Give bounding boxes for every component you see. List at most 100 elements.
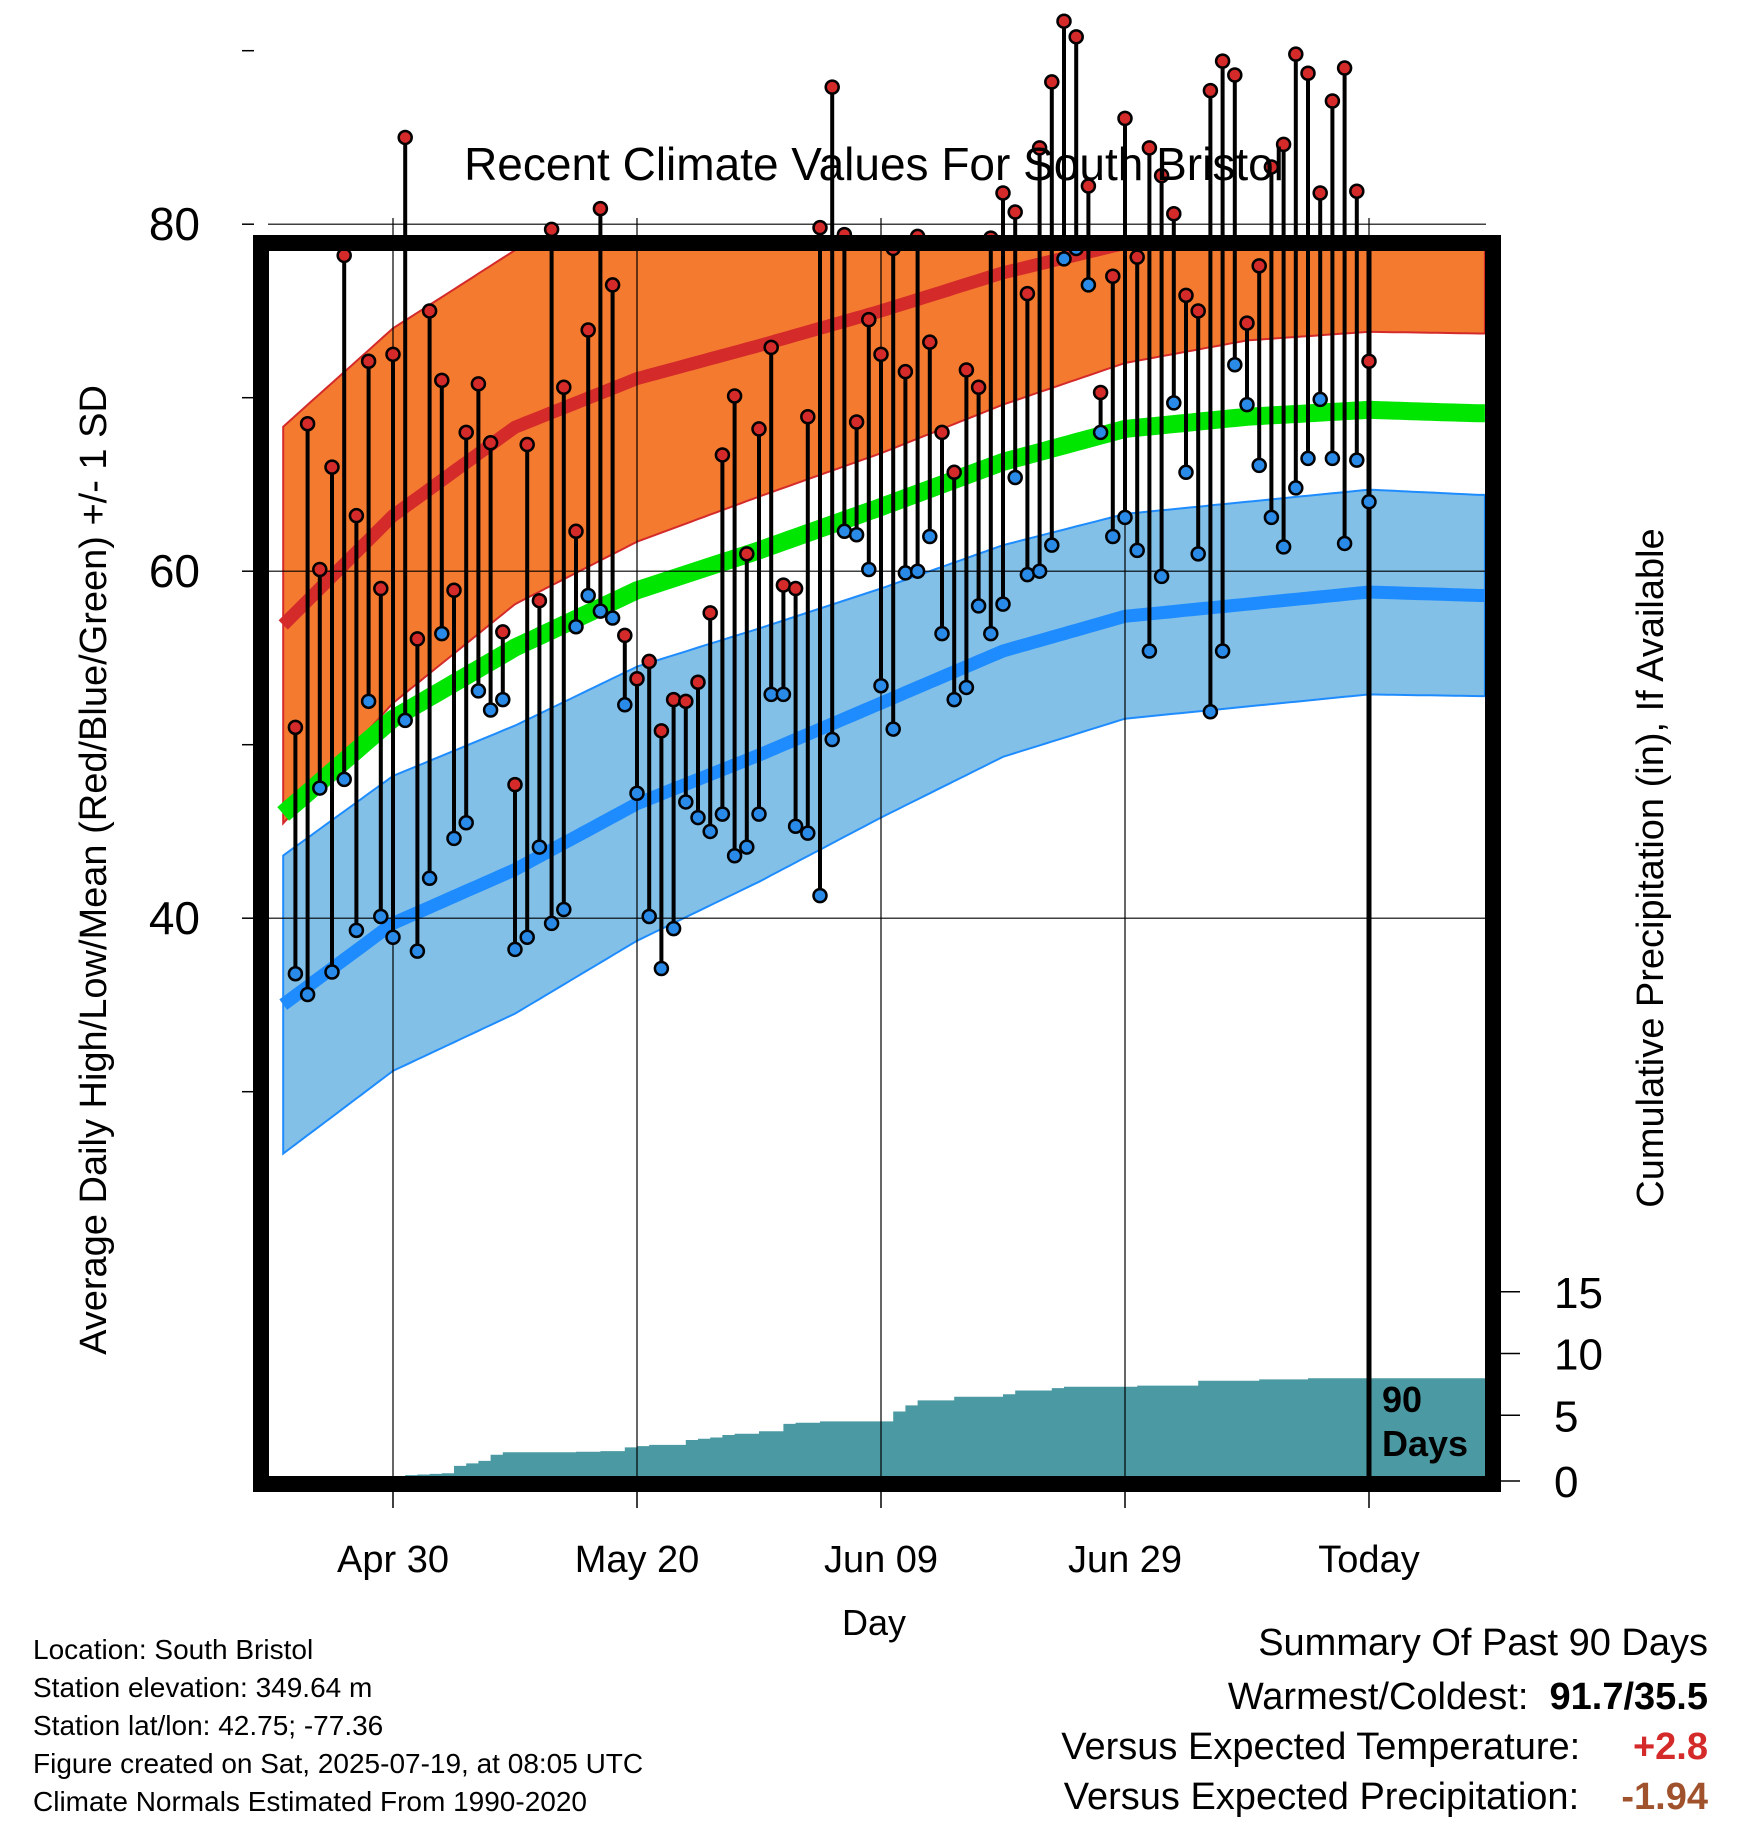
daily-high-point xyxy=(1044,74,1060,90)
daily-low-point xyxy=(690,809,706,826)
daily-high-point xyxy=(1349,183,1365,199)
daily-low-point xyxy=(299,986,316,1003)
daily-low-point xyxy=(1044,537,1060,553)
daily-low-point xyxy=(397,712,413,729)
daily-high-point xyxy=(519,436,535,453)
daily-high-point xyxy=(385,346,401,363)
y-tick-label: 80 xyxy=(149,198,200,250)
daily-high-point xyxy=(360,353,377,370)
daily-high-point xyxy=(653,723,670,739)
y-axis-label: Average Daily High/Low/Mean (Red/Blue/Gr… xyxy=(73,385,115,1355)
info-latlon: Station lat/lon: 42.75; -77.36 xyxy=(33,1710,384,1741)
daily-low-point xyxy=(592,603,609,619)
daily-low-point xyxy=(800,825,816,841)
daily-high-point xyxy=(409,631,426,647)
normal-bands xyxy=(277,250,1486,1156)
daily-high-point xyxy=(531,592,548,609)
daily-high-point xyxy=(373,580,389,597)
daily-low-point xyxy=(421,870,438,887)
daily-high-point xyxy=(507,776,523,793)
daily-high-point xyxy=(592,200,609,217)
y2-tick-label: 15 xyxy=(1554,1269,1603,1318)
y2-axis-label: Cumulative Precipitation (in), If Availa… xyxy=(1630,528,1672,1207)
daily-high-point xyxy=(1031,140,1048,156)
daily-low-point xyxy=(653,960,670,977)
plot-frame xyxy=(253,235,1501,1492)
daily-low-point xyxy=(1166,395,1182,411)
daily-low-point xyxy=(1275,539,1292,555)
daily-low-point xyxy=(922,528,938,545)
y2-tick-label: 10 xyxy=(1554,1331,1603,1380)
daily-low-point xyxy=(995,596,1011,612)
daily-high-point xyxy=(446,582,462,599)
daily-high-point xyxy=(495,624,511,640)
low-normal-line xyxy=(279,585,1485,1010)
temp-value: +2.8 xyxy=(1632,1726,1708,1768)
info-created: Figure created on Sat, 2025-07-19, at 08… xyxy=(33,1748,644,1779)
daily-high-point xyxy=(751,421,767,437)
daily-low-point xyxy=(604,610,621,626)
summary-title: Summary Of Past 90 Days xyxy=(1258,1622,1708,1664)
daily-high-point xyxy=(922,334,938,350)
low-sd-band xyxy=(282,488,1486,1156)
daily-low-point xyxy=(885,721,901,737)
daily-low-point xyxy=(1031,563,1048,579)
info-location: Location: South Bristol xyxy=(33,1634,314,1665)
daily-low-point xyxy=(665,920,682,937)
daily-high-point xyxy=(1275,136,1292,153)
daily-low-point xyxy=(1239,396,1255,413)
daily-low-point xyxy=(531,839,548,855)
daily-low-point xyxy=(1092,424,1109,441)
daily-high-point xyxy=(690,674,706,690)
daily-high-point xyxy=(1007,204,1023,220)
daily-high-point xyxy=(1263,159,1280,175)
daily-low-point xyxy=(861,561,877,578)
daily-high-point xyxy=(458,424,474,441)
today-marker-label-2: Days xyxy=(1382,1423,1468,1464)
daily-high-point xyxy=(1129,249,1145,265)
daily-high-point xyxy=(1324,93,1341,109)
daily-high-point xyxy=(1141,140,1158,156)
daily-low-point xyxy=(1312,391,1328,408)
daily-low-point xyxy=(946,691,962,708)
daily-high-point xyxy=(1056,13,1072,29)
daily-high-point xyxy=(946,464,962,481)
daily-high-point xyxy=(1105,268,1121,284)
daily-low-point xyxy=(1300,450,1316,467)
daily-high-point xyxy=(873,346,889,363)
daily-low-point xyxy=(1190,546,1206,562)
daily-high-point xyxy=(800,409,816,425)
daily-low-point xyxy=(1263,509,1280,526)
daily-high-point xyxy=(1251,258,1267,274)
daily-low-point xyxy=(495,691,511,708)
daily-low-point xyxy=(482,702,499,718)
daily-high-point xyxy=(1178,287,1194,304)
daily-high-point xyxy=(726,388,743,404)
x-tick-label: Jun 29 xyxy=(1068,1539,1182,1581)
daily-low-point xyxy=(824,731,840,748)
daily-high-point xyxy=(287,719,304,736)
warm-cold-label: Warmest/Coldest: xyxy=(1227,1676,1529,1718)
daily-low-point xyxy=(1361,494,1377,510)
daily-low-point xyxy=(1007,469,1023,486)
daily-high-point xyxy=(604,277,621,293)
daily-high-point xyxy=(470,376,487,392)
daily-high-point xyxy=(1300,65,1316,82)
daily-high-point xyxy=(580,322,596,338)
daily-low-point xyxy=(434,625,450,642)
daily-low-point xyxy=(1349,452,1365,468)
daily-high-point xyxy=(348,507,365,524)
daily-high-point xyxy=(897,363,914,380)
y-tick-label: 60 xyxy=(149,545,200,597)
daily-high-point xyxy=(824,79,840,95)
daily-high-point xyxy=(1153,167,1170,184)
precip-label: Versus Expected Precipitation: xyxy=(1063,1776,1580,1818)
daily-high-point xyxy=(482,435,499,451)
daily-high-point xyxy=(617,627,633,644)
daily-high-point xyxy=(1361,353,1377,370)
summary-temperature: Versus Expected Temperature: +2.8 xyxy=(1061,1726,1708,1769)
daily-low-point xyxy=(629,785,645,802)
x-tick-label: Today xyxy=(1318,1539,1419,1581)
today-marker-label-1: 90 xyxy=(1382,1379,1422,1420)
daily-low-point xyxy=(1178,464,1194,481)
